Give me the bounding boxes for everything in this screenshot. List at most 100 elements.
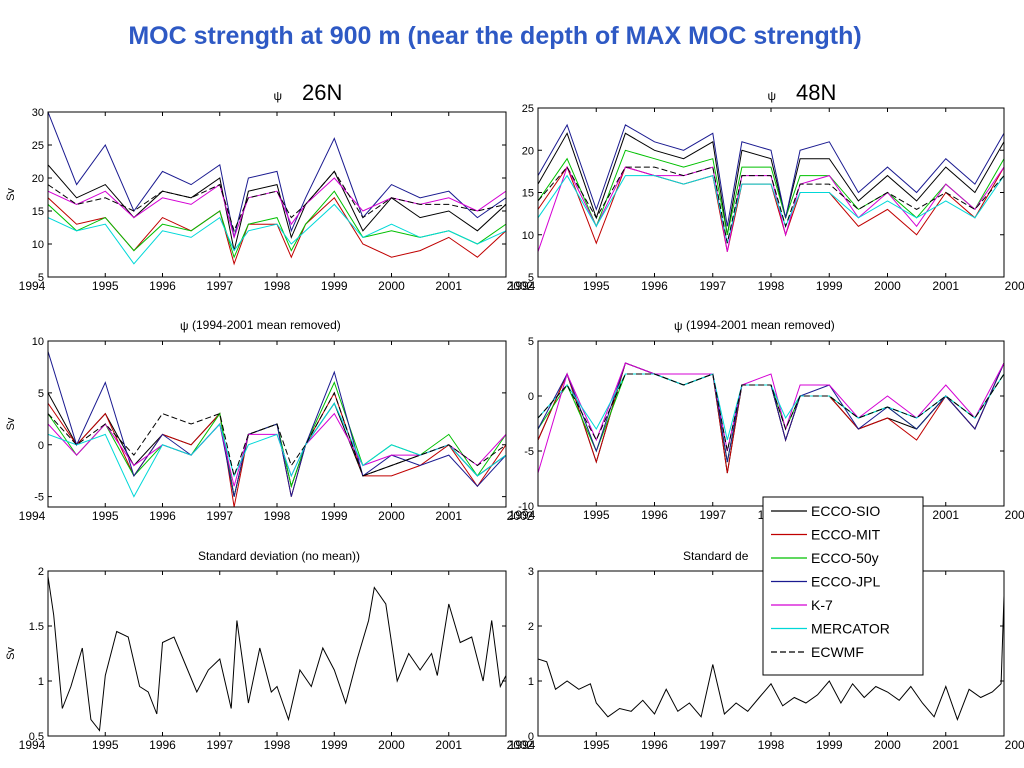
y-tick-label: 0.5 <box>29 731 44 743</box>
series-line-ecco-50y <box>538 149 1004 235</box>
page-title: MOC strength at 900 m (near the depth of… <box>128 22 862 50</box>
series-line-ecco-sio <box>538 132 1004 235</box>
plot-frame <box>47 570 507 737</box>
x-tick-label: 1998 <box>758 738 785 752</box>
y-tick-label: 0 <box>528 391 534 403</box>
x-tick-label: 1998 <box>758 279 785 293</box>
x-tick-label: 1999 <box>816 738 843 752</box>
y-tick-label: 30 <box>32 107 44 119</box>
legend-label-ecco-jpl: ECCO-JPL <box>811 574 880 590</box>
y-tick-label: 10 <box>522 230 534 242</box>
y-axis-label: Sv <box>5 647 17 660</box>
x-tick-label: 1996 <box>641 508 668 522</box>
y-tick-label: 1 <box>528 676 534 688</box>
x-tick-label: 1998 <box>264 509 291 523</box>
y-tick-label: 5 <box>528 336 534 348</box>
x-tick-label: 2002 <box>507 509 534 523</box>
x-tick-label: 1995 <box>583 738 610 752</box>
x-tick-label: 1998 <box>264 279 291 293</box>
x-tick-label: 2000 <box>378 509 405 523</box>
x-tick-label: 1996 <box>149 509 176 523</box>
x-tick-label: 1996 <box>641 738 668 752</box>
legend-label-k-7: K-7 <box>811 597 833 613</box>
series-line-mercator <box>538 174 1004 244</box>
x-tick-label: 2000 <box>378 279 405 293</box>
x-tick-label: 1996 <box>641 279 668 293</box>
series-line-ecco-sio <box>48 576 506 732</box>
legend: ECCO-SIO ECCO-MIT ECCO-50y ECCO-JPL K-7 MERCA… <box>762 496 924 676</box>
x-tick-label: 2001 <box>435 738 462 752</box>
panel-title: (1994-2001 mean removed) <box>686 318 835 332</box>
y-tick-label: 0 <box>38 440 44 452</box>
y-axis-label: Sv <box>5 417 17 430</box>
series-line-ecco-sio <box>538 362 1004 474</box>
chart-psi-26N: 1994 1995 1996 1997 1998 1999 2000 2001 20025101… <box>5 80 534 293</box>
x-tick-label: 1999 <box>321 738 348 752</box>
x-tick-label: 1997 <box>206 279 233 293</box>
y-tick-label: 15 <box>32 206 44 218</box>
x-tick-label: 1999 <box>321 509 348 523</box>
y-tick-label: 10 <box>32 336 44 348</box>
series-line-mercator <box>48 402 506 498</box>
x-tick-label: 2002 <box>507 738 534 752</box>
x-tick-label: 1994 <box>19 738 46 752</box>
legend-frame <box>762 496 924 676</box>
x-tick-label: 1994 <box>19 279 46 293</box>
y-tick-label: 1.5 <box>29 621 44 633</box>
x-tick-label: 1996 <box>149 279 176 293</box>
y-tick-label: 20 <box>32 173 44 185</box>
x-tick-label: 1998 <box>264 738 291 752</box>
panel-title: 26N <box>302 80 342 105</box>
y-axis-label: Sv <box>5 188 17 201</box>
y-tick-label: 5 <box>38 272 44 284</box>
series-line-ecwmf <box>48 391 506 478</box>
panel-title-symbol: ψ <box>767 89 776 103</box>
chart-std-48N: 1994199519961997199819992000200120020123… <box>509 549 1024 752</box>
x-tick-label: 1994 <box>509 279 536 293</box>
y-tick-label: 5 <box>528 272 534 284</box>
x-tick-label: 2002 <box>1005 738 1024 752</box>
series-line-ecco-50y <box>538 373 1004 463</box>
y-tick-label: -10 <box>518 501 534 513</box>
x-tick-label: 2000 <box>378 738 405 752</box>
series-line-ecco-sio <box>48 164 506 251</box>
panel-title: Standard deviation (no mean)) <box>198 549 360 563</box>
y-tick-label: -5 <box>34 492 44 504</box>
y-tick-label: 25 <box>32 140 44 152</box>
series-line-ecco-mit <box>538 362 1004 474</box>
x-tick-label: 1994 <box>509 738 536 752</box>
panel-title: Standard de <box>683 549 749 563</box>
chart-anom-26N: 1994 1995 1996 1997 1998 1999 2000 2001 2002 -5 0 5… <box>5 318 534 523</box>
panel-title-symbol: ψ <box>674 319 683 333</box>
y-tick-label: 3 <box>528 566 534 578</box>
x-tick-label: 1995 <box>92 738 119 752</box>
x-tick-label: 1994 <box>509 508 536 522</box>
series-line-mercator <box>48 203 506 265</box>
series-line-ecco-sio <box>538 595 1004 721</box>
x-tick-label: 1996 <box>149 738 176 752</box>
legend-label-ecco-mit: ECCO-MIT <box>811 527 881 543</box>
x-tick-label: 2002 <box>1005 279 1024 293</box>
x-tick-label: 2002 <box>1005 508 1024 522</box>
series-line-ecwmf <box>538 373 1004 452</box>
legend-label-ecwmf: ECWMF <box>811 644 864 660</box>
y-tick-label: 15 <box>522 188 534 200</box>
panel-title-symbol: ψ <box>180 319 189 333</box>
series-line-ecco-mit <box>48 391 506 507</box>
y-tick-label: 2 <box>38 566 44 578</box>
y-tick-label: 10 <box>32 239 44 251</box>
x-tick-label: 2000 <box>874 279 901 293</box>
series-line-mercator <box>538 373 1004 441</box>
panel-title: 48N <box>796 80 836 105</box>
plot-frame <box>537 107 1005 278</box>
panel-title-symbol: ψ <box>273 89 282 103</box>
x-tick-label: 1999 <box>816 279 843 293</box>
x-tick-label: 2001 <box>435 509 462 523</box>
x-tick-label: 2001 <box>932 279 959 293</box>
y-tick-label: 20 <box>522 145 534 157</box>
chart-std-26N: 1994 1995 1996 1997 1998 1999 2000 2001 20020.51… <box>5 549 534 752</box>
y-tick-label: 25 <box>522 103 534 115</box>
chart-psi-48N: 1994199519961997199819992000200120025101… <box>509 80 1024 293</box>
x-tick-label: 1995 <box>92 279 119 293</box>
x-tick-label: 2001 <box>435 279 462 293</box>
